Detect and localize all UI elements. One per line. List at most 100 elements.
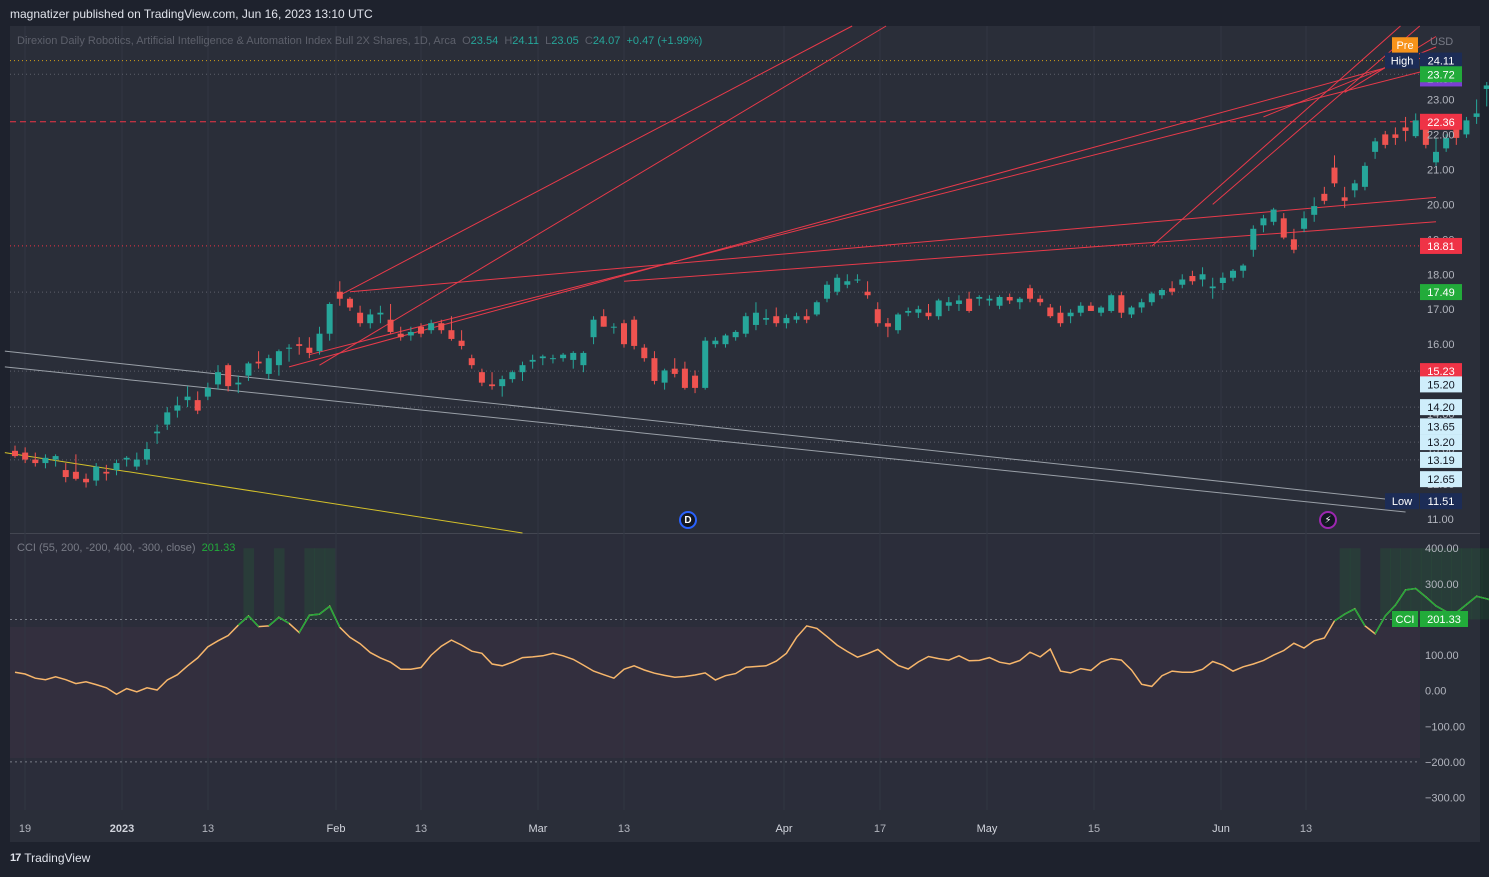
price-label-text: 15.23	[1427, 366, 1455, 378]
candle-body	[996, 296, 1003, 306]
price-label-box	[1420, 418, 1462, 435]
main-legend: Direxion Daily Robotics, Artificial Inte…	[17, 35, 703, 47]
candle-body	[509, 372, 516, 380]
candle-body	[986, 298, 993, 301]
candle-body	[1138, 302, 1145, 308]
price-label-text: 13.20	[1427, 437, 1455, 449]
cci-high-zone	[1451, 548, 1462, 620]
candle-body	[458, 340, 465, 346]
candle-body	[438, 323, 445, 331]
cci-high-zone	[1349, 548, 1361, 620]
price-label-box	[1420, 52, 1462, 69]
time-tick-label: 13	[1300, 823, 1312, 835]
candle-body	[824, 284, 830, 299]
candle-body	[387, 319, 394, 332]
candle-body	[133, 459, 140, 467]
cci-tick-label: −300.00	[1425, 793, 1465, 805]
candle-body	[1453, 127, 1460, 138]
candle-body	[1463, 120, 1470, 135]
price-tick-label: 22.00	[1427, 129, 1455, 141]
price-label-text: 18.81	[1427, 241, 1455, 253]
candle-body	[976, 296, 983, 299]
candle-body	[631, 319, 638, 346]
label-prefix-box	[1385, 52, 1419, 69]
cci-tick-label: 400.00	[1425, 543, 1459, 555]
cci-line-high	[268, 616, 280, 627]
candle-body	[72, 471, 79, 479]
candle-body	[895, 314, 902, 331]
candle-body	[42, 457, 49, 464]
candle-body	[1209, 286, 1216, 289]
brand-name: TradingView	[24, 851, 91, 865]
steep-trend-line-2	[339, 25, 853, 296]
candle-body	[62, 470, 69, 478]
price-label-text: 13.19	[1427, 455, 1455, 467]
candle-body	[1351, 183, 1358, 191]
label-prefix: Low	[1392, 496, 1412, 508]
time-tick-label: 15	[1088, 823, 1100, 835]
candle-body	[499, 379, 506, 387]
candle-body	[215, 372, 221, 385]
cci-line-high	[1435, 605, 1447, 613]
candle-body	[874, 309, 881, 324]
cci-high-zone	[1461, 548, 1473, 620]
cci-high-zone	[273, 548, 285, 620]
split-icon[interactable]: ⚡	[1319, 511, 1337, 529]
price-label-box	[1420, 376, 1462, 393]
footer-brand[interactable]: 17 TradingView	[10, 851, 90, 865]
candle-body	[448, 330, 455, 339]
legend-low: 23.05	[551, 35, 579, 47]
price-labels: PreHigh24.1124.0723.7222.3618.8117.4915.…	[1385, 37, 1468, 627]
candle-body	[346, 298, 353, 308]
price-label-box	[1420, 237, 1462, 254]
candle-body	[519, 365, 526, 373]
candle-body	[580, 352, 587, 366]
candle-body	[1392, 134, 1399, 138]
candle-body	[813, 302, 820, 315]
candle-body	[1087, 305, 1094, 311]
legend-open: 23.54	[470, 35, 499, 47]
candle-body	[1189, 276, 1196, 282]
candles	[12, 81, 1489, 488]
candle-body	[681, 368, 688, 388]
time-tick-label: May	[977, 823, 998, 835]
price-label-text: Pre	[1396, 40, 1413, 52]
candle-body	[377, 312, 384, 315]
grid	[24, 26, 1307, 810]
price-label-box	[1420, 284, 1462, 301]
time-tick-label: 13	[415, 823, 427, 835]
dividend-icon[interactable]: D	[679, 511, 697, 529]
cci-high-zone	[1420, 548, 1432, 620]
candle-body	[1219, 277, 1226, 283]
candle-body	[702, 340, 709, 388]
cci-line-high	[328, 605, 341, 628]
cci-line-high	[278, 616, 290, 625]
price-label-text: 17.49	[1427, 287, 1455, 299]
candle-body	[925, 312, 932, 317]
time-tick-label: 17	[874, 823, 886, 835]
candle-body	[712, 340, 719, 345]
price-label-text: 24.11	[1428, 56, 1455, 68]
candle-body	[1067, 312, 1074, 317]
cci-legend-value: 201.33	[201, 542, 236, 554]
cci-line-high	[237, 615, 249, 626]
publisher-line: magnatizer published on TradingView.com,…	[10, 7, 373, 21]
candle-body	[742, 316, 749, 334]
label-prefix: High	[1391, 56, 1414, 68]
cci-line-high	[1344, 608, 1356, 615]
candle-body	[154, 431, 161, 434]
cci-band	[10, 627, 1420, 758]
candle-body	[103, 471, 110, 474]
cci-label-box	[1420, 610, 1468, 627]
candle-body	[255, 361, 262, 364]
candle-body	[1402, 127, 1409, 131]
time-tick-label: 13	[202, 823, 214, 835]
cci-line-high	[1384, 604, 1396, 617]
price-label-box	[1420, 493, 1462, 510]
candle-body	[529, 359, 536, 362]
candle-body	[1260, 218, 1267, 226]
time-axis[interactable]: 19 2023 13 Feb 13 Mar 13 Apr 17 May 15 Jun 13	[19, 823, 1312, 835]
candle-body	[793, 316, 800, 320]
price-label-box	[1420, 434, 1462, 451]
